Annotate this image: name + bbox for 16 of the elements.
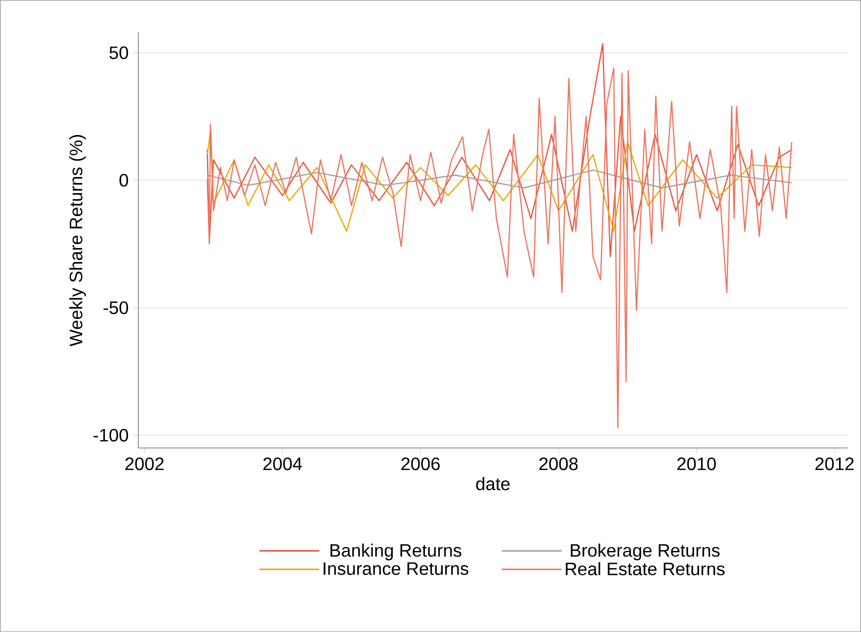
x-tick-label: 2008 <box>539 457 578 470</box>
legend-label: Insurance Returns <box>324 562 468 575</box>
x-tick-label: 2012 <box>815 457 854 470</box>
x-tick-label: 2010 <box>677 457 716 470</box>
y-tick-label: -100 <box>94 428 128 442</box>
legend-label: Banking Returns <box>330 543 462 560</box>
y-axis-title: Weekly Share Returns (%) <box>69 134 86 346</box>
x-tick-label: 2004 <box>263 457 302 470</box>
x-tick-label: 2006 <box>401 457 440 470</box>
legend-label: Real Estate Returns <box>566 562 725 576</box>
x-tick-label: 2002 <box>125 457 164 470</box>
y-tick-label: 50 <box>109 46 128 60</box>
x-axis-title: date <box>476 476 510 490</box>
y-tick-label: -50 <box>104 301 128 314</box>
y-tick-label: 0 <box>119 174 128 187</box>
legend-label: Brokerage Returns <box>570 543 720 560</box>
